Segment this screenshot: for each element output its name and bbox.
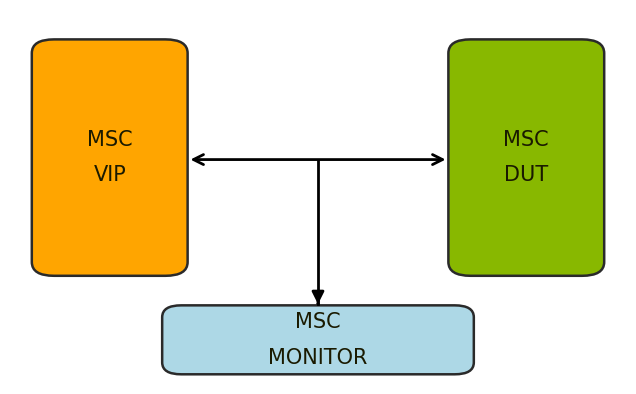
Text: MSC: MSC	[504, 130, 549, 150]
Text: MSC: MSC	[295, 312, 341, 332]
Text: MONITOR: MONITOR	[268, 348, 368, 368]
Text: VIP: VIP	[93, 165, 126, 185]
FancyBboxPatch shape	[162, 305, 474, 374]
FancyBboxPatch shape	[448, 39, 604, 276]
FancyBboxPatch shape	[32, 39, 188, 276]
Text: MSC: MSC	[87, 130, 132, 150]
Text: DUT: DUT	[504, 165, 548, 185]
